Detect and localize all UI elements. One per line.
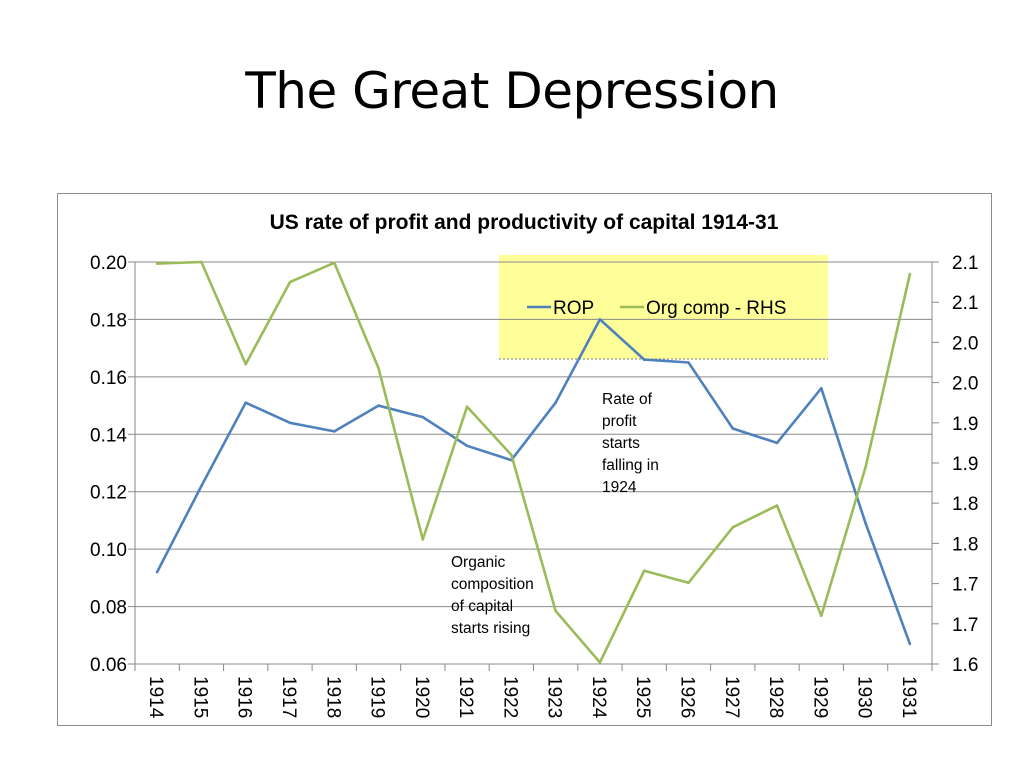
annotation-text: Organic composition of capital starts risin… bbox=[451, 554, 534, 637]
data-point-org-comp-rhs bbox=[731, 526, 735, 529]
data-point-rop bbox=[908, 642, 912, 646]
x-tick-label: 1931 bbox=[898, 676, 919, 718]
data-point-rop bbox=[377, 404, 380, 407]
x-tick-label: 1922 bbox=[499, 676, 520, 718]
data-point-org-comp-rhs bbox=[465, 405, 469, 409]
x-tick-label: 1927 bbox=[721, 676, 742, 718]
x-tick-label: 1918 bbox=[322, 676, 343, 718]
right-tick-label: 1.7 bbox=[952, 615, 978, 636]
data-point-org-comp-rhs bbox=[510, 453, 513, 457]
right-tick-label: 1.8 bbox=[952, 494, 978, 515]
right-axis-ticks: 2.1 2.1 2.0 2.0 1.9 1.9 1.8 1.8 1.7 1.7 1.6 bbox=[952, 253, 978, 676]
x-tick-label: 1921 bbox=[455, 676, 476, 718]
data-point-rop bbox=[465, 444, 469, 448]
left-tick-label: 0.14 bbox=[90, 425, 127, 446]
data-point-rop bbox=[731, 427, 735, 430]
data-point-org-comp-rhs bbox=[332, 261, 336, 265]
data-point-org-comp-rhs bbox=[642, 569, 646, 573]
series-line-org-comp-rhs bbox=[157, 260, 912, 664]
data-point-org-comp-rhs bbox=[820, 614, 823, 618]
annotations: Rate of profit starts falling in 1924 Organic… bbox=[451, 391, 659, 637]
annotation-line: composition bbox=[451, 576, 534, 593]
data-point-org-comp-rhs bbox=[377, 366, 380, 370]
x-tick-label: 1919 bbox=[367, 676, 388, 718]
annotation-line: of capital bbox=[451, 598, 513, 615]
data-point-rop bbox=[687, 361, 690, 364]
x-tick-label: 1914 bbox=[145, 676, 166, 719]
x-tick-label: 1916 bbox=[234, 676, 255, 718]
right-tick-label: 2.1 bbox=[952, 253, 978, 274]
right-tick-label: 2.0 bbox=[952, 374, 978, 395]
data-point-org-comp-rhs bbox=[244, 362, 247, 366]
data-point-org-comp-rhs bbox=[864, 465, 867, 469]
annotation-line: profit bbox=[602, 413, 637, 430]
left-axis-ticks: 0.20 0.18 0.16 0.14 0.12 0.10 0.08 0.06 bbox=[90, 253, 127, 676]
right-tick-label: 1.9 bbox=[952, 454, 978, 475]
axes bbox=[128, 261, 939, 671]
data-point-org-comp-rhs bbox=[598, 661, 602, 664]
x-tick-label: 1917 bbox=[278, 676, 299, 718]
data-point-rop bbox=[775, 441, 779, 445]
left-tick-label: 0.10 bbox=[90, 540, 127, 561]
data-point-org-comp-rhs bbox=[155, 262, 159, 265]
data-point-rop bbox=[642, 358, 646, 361]
data-point-rop bbox=[554, 401, 557, 405]
data-point-rop bbox=[598, 318, 602, 321]
data-point-org-comp-rhs bbox=[775, 504, 779, 507]
right-tick-label: 2.0 bbox=[952, 333, 978, 354]
annotation-line: Organic bbox=[451, 554, 506, 571]
right-tick-label: 1.6 bbox=[952, 655, 978, 676]
x-tick-label: 1930 bbox=[854, 676, 875, 718]
data-point-rop bbox=[820, 387, 823, 390]
left-tick-label: 0.06 bbox=[90, 655, 127, 676]
x-tick-label: 1924 bbox=[588, 676, 609, 719]
annotation-line: starts rising bbox=[451, 620, 530, 637]
data-point-rop bbox=[864, 522, 867, 525]
data-point-org-comp-rhs bbox=[554, 609, 557, 613]
annotation-text: Rate of profit starts falling in 1924 bbox=[602, 391, 659, 496]
x-tick-label: 1926 bbox=[676, 676, 697, 718]
annotation-line: Rate of bbox=[602, 391, 653, 408]
series-line-rop bbox=[155, 318, 912, 645]
slide-title: The Great Depression bbox=[245, 62, 779, 120]
data-point-org-comp-rhs bbox=[421, 538, 425, 541]
right-tick-label: 2.1 bbox=[952, 293, 978, 314]
x-tick-label: 1925 bbox=[632, 676, 653, 718]
right-tick-label: 1.7 bbox=[952, 575, 978, 596]
legend-label: Org comp - RHS bbox=[646, 298, 786, 319]
series-layer bbox=[155, 260, 912, 664]
legend-label: ROP bbox=[553, 298, 594, 319]
annotation-line: 1924 bbox=[602, 479, 637, 496]
x-axis-ticks: 1914 1915 1916 1917 1918 1919 1920 1921 1922 1923… bbox=[145, 676, 919, 719]
data-point-rop bbox=[421, 415, 425, 419]
right-tick-label: 1.8 bbox=[952, 534, 978, 555]
annotation-line: falling in bbox=[602, 457, 659, 474]
legend-background bbox=[499, 255, 828, 359]
left-tick-label: 0.12 bbox=[90, 483, 127, 504]
annotation-line: starts bbox=[602, 435, 640, 452]
data-point-rop bbox=[155, 570, 159, 574]
left-tick-label: 0.20 bbox=[90, 253, 127, 274]
data-point-org-comp-rhs bbox=[908, 272, 912, 276]
left-tick-label: 0.16 bbox=[90, 368, 127, 389]
data-point-rop bbox=[200, 484, 203, 488]
left-tick-label: 0.18 bbox=[90, 310, 127, 331]
chart-title: US rate of profit and productivity of ca… bbox=[270, 211, 779, 234]
x-tick-label: 1920 bbox=[411, 676, 432, 718]
data-point-org-comp-rhs bbox=[687, 581, 690, 585]
x-tick-label: 1923 bbox=[544, 676, 565, 718]
data-point-rop bbox=[288, 421, 292, 425]
data-point-org-comp-rhs bbox=[200, 260, 203, 264]
x-tick-label: 1915 bbox=[189, 676, 210, 718]
x-tick-label: 1929 bbox=[809, 676, 830, 718]
data-point-org-comp-rhs bbox=[288, 280, 292, 284]
right-tick-label: 1.9 bbox=[952, 414, 978, 435]
left-tick-label: 0.08 bbox=[90, 598, 127, 619]
chart-legend: ROP Org comp - RHS bbox=[499, 255, 828, 360]
data-point-rop bbox=[332, 430, 336, 433]
data-point-rop bbox=[244, 401, 247, 405]
x-tick-label: 1928 bbox=[765, 676, 786, 718]
